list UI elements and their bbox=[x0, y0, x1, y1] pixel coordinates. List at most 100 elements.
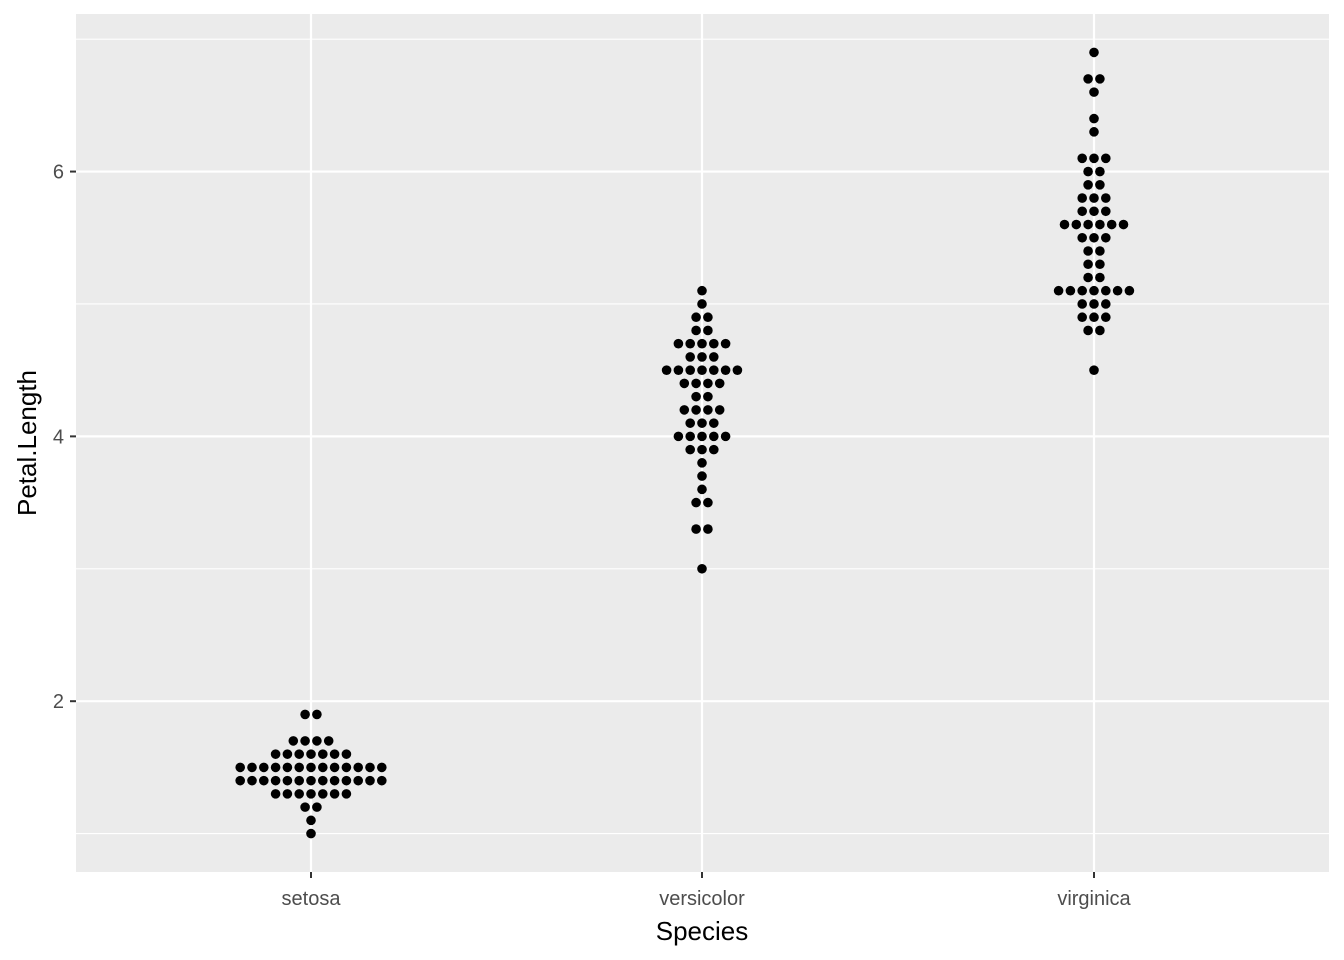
data-point bbox=[679, 405, 690, 415]
data-point bbox=[1077, 153, 1087, 164]
data-point bbox=[318, 762, 328, 773]
data-point bbox=[282, 789, 293, 799]
data-point bbox=[1077, 285, 1087, 296]
data-point bbox=[1059, 219, 1070, 230]
data-point bbox=[691, 497, 701, 508]
data-point bbox=[329, 775, 340, 786]
data-point bbox=[300, 802, 310, 812]
data-point bbox=[673, 338, 684, 349]
data-point bbox=[709, 431, 719, 442]
data-point bbox=[697, 299, 707, 309]
data-point bbox=[679, 378, 690, 389]
data-point bbox=[365, 762, 375, 773]
data-point bbox=[1083, 259, 1093, 270]
data-point bbox=[1112, 285, 1123, 296]
data-point bbox=[1101, 299, 1111, 309]
data-point bbox=[312, 709, 322, 720]
data-point bbox=[1095, 272, 1105, 283]
y-tick-label: 4 bbox=[53, 426, 64, 448]
data-point bbox=[1083, 246, 1093, 256]
data-point bbox=[329, 789, 340, 799]
data-point bbox=[1053, 285, 1064, 296]
data-point bbox=[306, 815, 316, 826]
data-point bbox=[697, 471, 707, 481]
data-point bbox=[247, 762, 257, 773]
x-tick-label: setosa bbox=[282, 888, 342, 910]
data-point bbox=[294, 789, 305, 799]
data-point bbox=[1095, 74, 1105, 84]
data-point bbox=[720, 338, 731, 349]
data-point bbox=[1089, 47, 1099, 58]
data-point bbox=[673, 431, 684, 442]
data-point bbox=[697, 458, 707, 468]
data-point bbox=[709, 444, 719, 455]
data-point bbox=[1089, 153, 1099, 164]
data-point bbox=[306, 789, 316, 799]
data-point bbox=[1083, 219, 1093, 230]
data-point bbox=[294, 775, 305, 786]
data-point bbox=[306, 828, 316, 839]
data-point bbox=[1095, 180, 1105, 190]
data-point bbox=[703, 497, 713, 508]
data-point bbox=[685, 431, 695, 442]
data-point bbox=[691, 405, 701, 415]
data-point bbox=[714, 405, 725, 415]
data-point bbox=[329, 749, 340, 759]
data-point bbox=[720, 365, 731, 375]
data-point bbox=[697, 285, 707, 296]
data-point bbox=[341, 762, 352, 773]
data-point bbox=[329, 762, 340, 773]
data-point bbox=[306, 762, 316, 773]
y-tick-label: 6 bbox=[53, 162, 64, 184]
data-point bbox=[732, 365, 743, 375]
x-tick-label: versicolor bbox=[659, 888, 745, 910]
data-point bbox=[703, 325, 713, 336]
data-point bbox=[697, 444, 707, 455]
data-point bbox=[235, 775, 245, 786]
data-point bbox=[312, 802, 322, 812]
data-point bbox=[1071, 219, 1082, 230]
data-point bbox=[365, 775, 375, 786]
data-point bbox=[1089, 285, 1099, 296]
data-point bbox=[1089, 113, 1099, 124]
x-axis: setosa versicolor virginica bbox=[282, 872, 1132, 910]
data-point bbox=[377, 762, 387, 773]
y-tick-label: 2 bbox=[53, 691, 64, 713]
data-point bbox=[697, 431, 707, 442]
data-point bbox=[259, 775, 269, 786]
data-point bbox=[709, 365, 719, 375]
data-point bbox=[1095, 246, 1105, 256]
data-point bbox=[353, 762, 364, 773]
data-point bbox=[1089, 206, 1099, 217]
data-point bbox=[300, 709, 310, 720]
data-point bbox=[1101, 153, 1111, 164]
data-point bbox=[1083, 325, 1093, 336]
data-point bbox=[318, 789, 328, 799]
data-point bbox=[1065, 285, 1076, 296]
data-point bbox=[1101, 312, 1111, 323]
data-point bbox=[318, 775, 328, 786]
data-point bbox=[341, 749, 352, 759]
data-point bbox=[691, 391, 701, 402]
data-point bbox=[685, 352, 695, 362]
data-point bbox=[685, 338, 695, 349]
data-point bbox=[691, 378, 701, 389]
data-point bbox=[1095, 325, 1105, 336]
data-point bbox=[703, 524, 713, 534]
data-point bbox=[259, 762, 269, 773]
data-point bbox=[300, 736, 310, 746]
data-point bbox=[1101, 206, 1111, 217]
data-point bbox=[1089, 299, 1099, 309]
data-point bbox=[697, 352, 707, 362]
data-point bbox=[1089, 87, 1099, 97]
data-point bbox=[1077, 299, 1087, 309]
data-point bbox=[235, 762, 245, 773]
data-point bbox=[247, 775, 257, 786]
data-point bbox=[282, 749, 293, 759]
data-point bbox=[1083, 166, 1093, 177]
x-tick-label: virginica bbox=[1057, 888, 1131, 910]
data-point bbox=[1118, 219, 1129, 230]
data-point bbox=[294, 762, 305, 773]
data-point bbox=[282, 775, 293, 786]
